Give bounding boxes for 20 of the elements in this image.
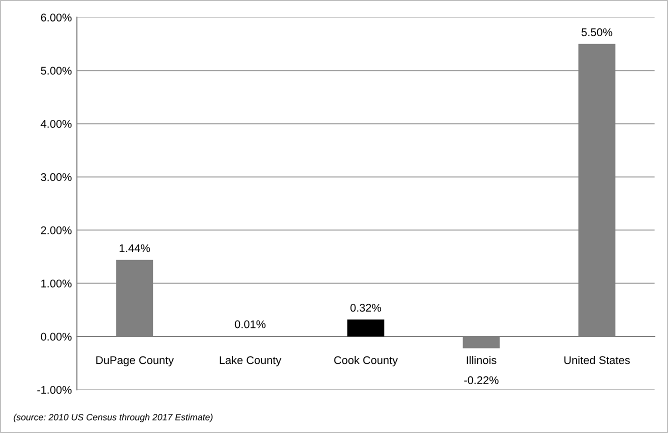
- data-label: 0.01%: [234, 320, 266, 328]
- bar: [347, 319, 384, 337]
- y-tick-label: 2.00%: [41, 226, 72, 234]
- data-label: 1.44%: [120, 244, 150, 252]
- y-tick-label: 4.00%: [40, 120, 72, 128]
- y-tick-label: 1.00%: [41, 280, 72, 288]
- data-label: -0.22%: [464, 376, 498, 384]
- y-tick-label: 3.00%: [40, 173, 72, 182]
- x-tick-label: DuPage County: [96, 356, 174, 366]
- x-tick-label: Illinois: [466, 356, 496, 364]
- x-tick-label: Cook County: [334, 356, 398, 366]
- x-tick-label: United States: [564, 356, 630, 364]
- x-tick-label: Lake County: [220, 356, 282, 366]
- y-tick-label: 6.00%: [41, 14, 72, 22]
- data-label: 0.32%: [350, 304, 382, 312]
- y-tick-label: -1.00%: [37, 386, 72, 394]
- y-tick-label: 5.00%: [40, 66, 72, 75]
- y-tick-label: 0.00%: [40, 332, 72, 341]
- data-label: 5.50%: [582, 28, 612, 36]
- text: (source: 2010 US Census through 2017 Estimate): [14, 414, 213, 422]
